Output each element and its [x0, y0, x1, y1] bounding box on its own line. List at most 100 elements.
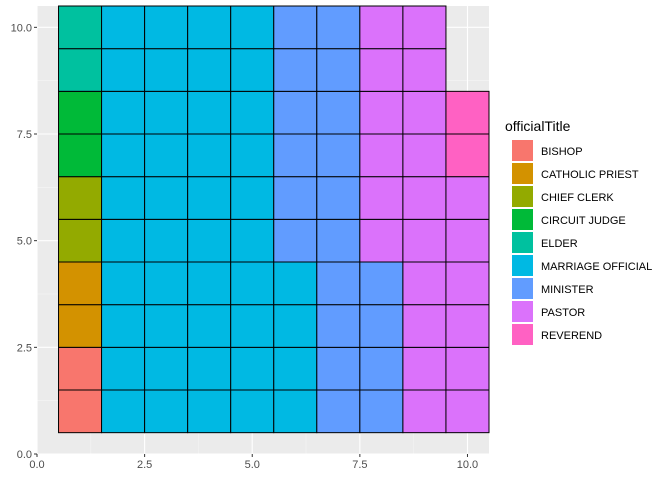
- x-tick-label: 5.0: [245, 459, 260, 471]
- waffle-tile: [445, 133, 490, 178]
- waffle-tile: [144, 346, 189, 391]
- waffle-tile: [402, 90, 447, 135]
- y-axis: 0.0 2.5 5.0 7.5 10.0: [11, 22, 37, 461]
- waffle-tile: [58, 346, 103, 391]
- waffle-tile: [187, 5, 232, 50]
- waffle-tile: [144, 48, 189, 92]
- legend-label: CHIEF CLERK: [541, 192, 614, 204]
- waffle-tile: [445, 176, 490, 220]
- waffle-tile: [273, 176, 318, 220]
- waffle-tile: [316, 218, 361, 263]
- waffle-tile: [273, 133, 318, 178]
- waffle-tile: [144, 218, 189, 263]
- waffle-tile: [316, 176, 361, 220]
- waffle-tile: [101, 389, 146, 434]
- waffle-tile: [101, 261, 146, 306]
- legend-label: MINISTER: [541, 284, 594, 296]
- waffle-tile: [58, 48, 103, 92]
- legend-label: CATHOLIC PRIEST: [541, 169, 639, 181]
- waffle-tile: [402, 389, 447, 434]
- waffle-tile: [230, 133, 275, 178]
- waffle-tile: [187, 346, 232, 391]
- legend-key: [512, 232, 533, 253]
- waffle-tile: [101, 176, 146, 220]
- waffle-tile: [187, 261, 232, 306]
- waffle-tile: [359, 261, 404, 306]
- waffle-tile: [316, 346, 361, 391]
- waffle-tile: [101, 90, 146, 135]
- waffle-tile: [273, 5, 318, 50]
- legend-label: REVEREND: [541, 330, 602, 342]
- waffle-tile: [187, 48, 232, 92]
- legend-label: CIRCUIT JUDGE: [541, 215, 626, 227]
- waffle-tile: [402, 218, 447, 263]
- waffle-tile: [58, 261, 103, 306]
- y-tick-label: 0.0: [17, 449, 32, 461]
- waffle-tile: [273, 48, 318, 92]
- x-axis: 0.0 2.5 5.0 7.5 10.0: [29, 454, 478, 471]
- waffle-tile: [187, 389, 232, 434]
- legend-key: [512, 186, 533, 207]
- x-tick-label: 0.0: [29, 459, 44, 471]
- waffle-tile: [144, 133, 189, 178]
- waffle-tile: [230, 304, 275, 348]
- y-tick-label: 10.0: [11, 22, 32, 34]
- waffle-tile: [316, 389, 361, 434]
- waffle-tile: [316, 5, 361, 50]
- waffle-tile: [359, 218, 404, 263]
- waffle-tile: [187, 176, 232, 220]
- x-tick-label: 2.5: [137, 459, 152, 471]
- waffle-tile: [144, 304, 189, 348]
- waffle-tile: [101, 5, 146, 50]
- waffle-tile: [445, 346, 490, 391]
- waffle-tile: [273, 304, 318, 348]
- waffle-tile: [230, 5, 275, 50]
- waffle-tile: [230, 176, 275, 220]
- waffle-tile: [230, 48, 275, 92]
- waffle-tile: [101, 218, 146, 263]
- x-tick-label: 10.0: [457, 459, 478, 471]
- waffle-tile: [230, 261, 275, 306]
- waffle-tile: [101, 48, 146, 92]
- y-tick-label: 5.0: [17, 236, 32, 248]
- waffle-tile: [273, 346, 318, 391]
- waffle-tile: [273, 389, 318, 434]
- legend-label: MARRIAGE OFFICIAL: [541, 261, 652, 273]
- waffle-tiles: [58, 5, 490, 434]
- waffle-tile: [144, 176, 189, 220]
- waffle-tile: [359, 133, 404, 178]
- waffle-tile: [402, 133, 447, 178]
- waffle-tile: [359, 5, 404, 50]
- waffle-tile: [316, 90, 361, 135]
- waffle-tile: [144, 261, 189, 306]
- legend-key: [512, 301, 533, 322]
- waffle-tile: [316, 133, 361, 178]
- waffle-tile: [402, 304, 447, 348]
- waffle-tile: [359, 346, 404, 391]
- waffle-tile: [359, 304, 404, 348]
- waffle-tile: [273, 261, 318, 306]
- legend-label: PASTOR: [541, 307, 585, 319]
- waffle-tile: [359, 90, 404, 135]
- waffle-tile: [402, 48, 447, 92]
- waffle-tile: [359, 48, 404, 92]
- waffle-tile: [144, 5, 189, 50]
- legend-label: ELDER: [541, 238, 578, 250]
- waffle-tile: [230, 346, 275, 391]
- legend-key: [512, 163, 533, 184]
- waffle-tile: [101, 346, 146, 391]
- legend-key: [512, 278, 533, 299]
- waffle-tile: [187, 304, 232, 348]
- legend-key: [512, 209, 533, 230]
- waffle-tile: [273, 90, 318, 135]
- waffle-tile: [445, 304, 490, 348]
- y-tick-label: 7.5: [17, 129, 32, 141]
- waffle-tile: [316, 48, 361, 92]
- waffle-tile: [445, 261, 490, 306]
- waffle-tile: [58, 5, 103, 50]
- legend-key: [512, 255, 533, 276]
- x-tick-label: 7.5: [352, 459, 367, 471]
- waffle-tile: [187, 133, 232, 178]
- waffle-tile: [58, 176, 103, 220]
- waffle-tile: [58, 90, 103, 135]
